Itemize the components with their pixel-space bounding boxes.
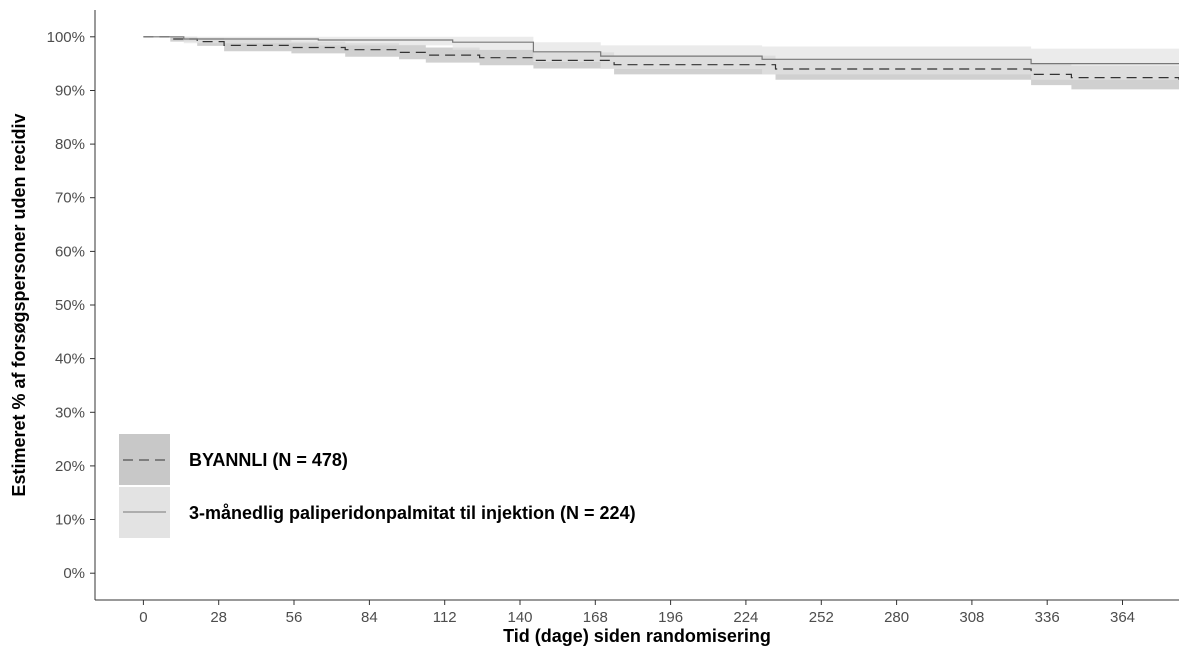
y-tick-label: 40% (55, 351, 85, 368)
x-tick-label: 364 (1110, 609, 1135, 626)
y-axis-ticks: 0% 10% 20% 30% 40% 50% 60% 70% 80% 90% 100% (47, 29, 95, 582)
y-axis-title: Estimeret % af forsøgspersoner uden reci… (9, 113, 29, 496)
x-tick-label: 252 (809, 609, 834, 626)
survival-line-1 (143, 36, 1179, 65)
y-tick-label: 30% (55, 404, 85, 421)
y-tick-label: 80% (55, 136, 85, 153)
x-tick-label: 224 (733, 609, 758, 626)
x-tick-label: 140 (507, 609, 532, 626)
y-tick-label: 0% (63, 565, 85, 582)
survival-line-0 (143, 36, 1179, 80)
x-axis-ticks: 0 28 56 84 112 140 168 196 224 252 280 308 336 364 (139, 600, 1135, 626)
x-tick-label: 28 (210, 609, 227, 626)
x-tick-label: 84 (361, 609, 378, 626)
x-tick-label: 280 (884, 609, 909, 626)
y-tick-label: 70% (55, 190, 85, 207)
y-tick-label: 90% (55, 83, 85, 100)
x-tick-label: 112 (433, 609, 457, 626)
y-tick-label: 60% (55, 243, 85, 260)
y-tick-label: 20% (55, 458, 85, 475)
x-axis-title: Tid (dage) siden randomisering (503, 626, 771, 646)
y-tick-label: 50% (55, 297, 85, 314)
survival-lines (143, 36, 1179, 80)
y-tick-label: 100% (47, 29, 85, 46)
legend: BYANNLI (N = 478) 3-månedlig paliperidon… (119, 434, 636, 538)
x-tick-label: 56 (286, 609, 303, 626)
x-tick-label: 168 (583, 609, 608, 626)
x-tick-label: 0 (139, 609, 147, 626)
y-tick-label: 10% (55, 512, 85, 529)
x-tick-label: 196 (658, 609, 683, 626)
legend-label-paliperidon: 3-månedlig paliperidonpalmitat til injek… (189, 503, 636, 523)
legend-label-byannli: BYANNLI (N = 478) (189, 450, 348, 470)
x-tick-label: 336 (1035, 609, 1060, 626)
x-tick-label: 308 (959, 609, 984, 626)
